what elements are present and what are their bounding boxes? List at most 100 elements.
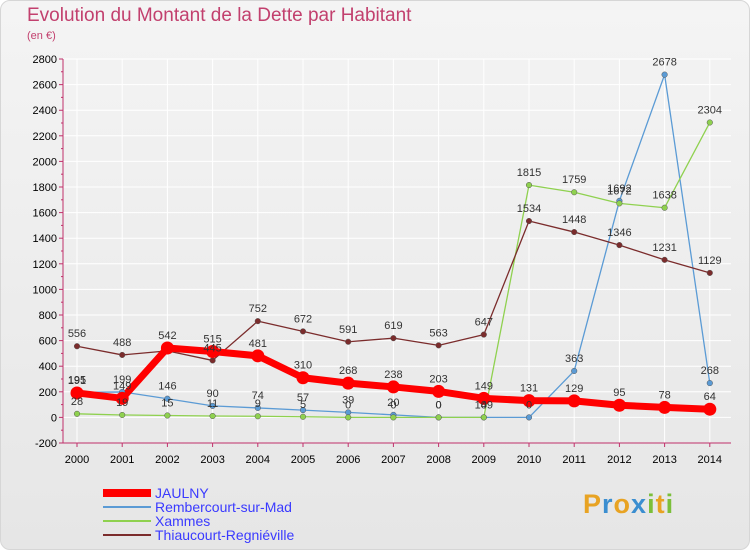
- data-label: 74: [252, 390, 264, 402]
- axes: [59, 58, 731, 447]
- legend-label: Thiaucourt-Regniéville: [155, 527, 295, 543]
- data-label: 1448: [562, 214, 586, 226]
- logo-letter: x: [631, 489, 648, 519]
- data-label: 64: [704, 391, 716, 403]
- y-tick-label: 1600: [33, 208, 57, 220]
- proxiti-logo: Proxiti: [583, 489, 674, 520]
- data-point: [616, 200, 623, 207]
- data-label: 1759: [562, 174, 586, 186]
- data-label: 238: [384, 369, 402, 381]
- data-label: 39: [342, 394, 354, 406]
- data-point: [296, 371, 310, 385]
- y-tick-label: 2800: [33, 54, 57, 66]
- y-tick-label: 2400: [33, 105, 57, 117]
- x-tick-label: 2006: [336, 454, 360, 466]
- data-label: 28: [71, 396, 83, 408]
- data-label: 672: [294, 313, 312, 325]
- data-point: [345, 338, 352, 345]
- series-points: [70, 71, 717, 421]
- legend-label: Xammes: [155, 513, 210, 529]
- data-point: [386, 380, 400, 394]
- data-label: 1534: [517, 203, 541, 215]
- data-point: [571, 189, 578, 196]
- data-point: [73, 410, 81, 417]
- data-point: [571, 229, 578, 236]
- data-label: 542: [158, 330, 176, 342]
- x-tick-label: 2014: [698, 454, 722, 466]
- y-tick-label: 1800: [33, 182, 57, 194]
- data-label: 90: [206, 388, 218, 400]
- data-label: 2304: [698, 104, 722, 116]
- data-point: [661, 204, 668, 211]
- data-label: 5: [300, 399, 306, 411]
- y-tick-label: 1200: [33, 259, 57, 271]
- chart-title: Evolution du Montant de la Dette par Hab…: [27, 5, 412, 26]
- data-label: 0: [390, 399, 396, 411]
- data-label: 203: [429, 373, 447, 385]
- data-point: [435, 414, 442, 421]
- data-label: 0: [481, 399, 487, 411]
- data-point: [299, 407, 307, 414]
- logo-letter: i: [665, 489, 675, 519]
- data-point: [160, 341, 174, 355]
- data-label: 129: [565, 383, 583, 395]
- data-point: [525, 217, 533, 225]
- y-tick-label: 2200: [33, 131, 57, 143]
- data-label: 19: [116, 397, 128, 409]
- y-tick-label: 1000: [33, 284, 57, 296]
- y-tick-label: 2000: [33, 156, 57, 168]
- data-label: 752: [249, 303, 267, 315]
- data-point: [251, 349, 265, 363]
- unit-label: (en €): [27, 30, 56, 42]
- data-point: [658, 400, 672, 414]
- data-label: 149: [475, 380, 493, 392]
- data-label: 0: [526, 399, 532, 411]
- y-tick-label: -200: [35, 438, 57, 450]
- data-point: [480, 331, 487, 338]
- gridlines: [63, 58, 731, 444]
- data-point: [522, 394, 536, 408]
- data-point: [390, 414, 397, 421]
- y-tick-label: 600: [39, 336, 57, 348]
- x-tick-label: 2008: [426, 454, 450, 466]
- data-label: 481: [249, 338, 267, 350]
- data-point: [164, 412, 171, 419]
- data-point: [612, 398, 626, 412]
- x-tick-label: 2007: [381, 454, 405, 466]
- data-point: [661, 71, 668, 78]
- data-label: 2678: [652, 57, 676, 69]
- y-tick-label: 0: [51, 412, 57, 424]
- x-tick-label: 2010: [517, 454, 541, 466]
- data-label: 0: [436, 399, 442, 411]
- data-label: 619: [384, 320, 402, 332]
- tick-labels: -200020040060080010001200140016001800200…: [33, 54, 723, 466]
- x-tick-label: 2005: [291, 454, 315, 466]
- data-label: 445: [203, 342, 221, 354]
- data-point: [571, 367, 578, 374]
- data-label: 310: [294, 360, 312, 372]
- x-tick-label: 2001: [110, 454, 134, 466]
- x-tick-label: 2013: [652, 454, 676, 466]
- data-point: [209, 412, 216, 420]
- data-point: [616, 242, 623, 249]
- data-label: 9: [255, 398, 261, 410]
- data-label: 1231: [652, 242, 676, 254]
- data-label: 11: [207, 398, 218, 410]
- data-label: 57: [297, 392, 309, 404]
- data-point: [661, 256, 668, 263]
- logo-letter: o: [613, 489, 632, 519]
- data-point: [115, 391, 129, 405]
- data-point: [341, 376, 355, 390]
- data-point: [70, 386, 84, 400]
- data-label: 0: [436, 399, 442, 411]
- logo-letter: t: [655, 489, 666, 519]
- data-label: 1672: [607, 185, 631, 197]
- data-point: [209, 402, 216, 409]
- data-point: [525, 182, 533, 189]
- data-point: [119, 411, 126, 419]
- data-label: 1692: [607, 183, 631, 195]
- x-tick-label: 2000: [65, 454, 89, 466]
